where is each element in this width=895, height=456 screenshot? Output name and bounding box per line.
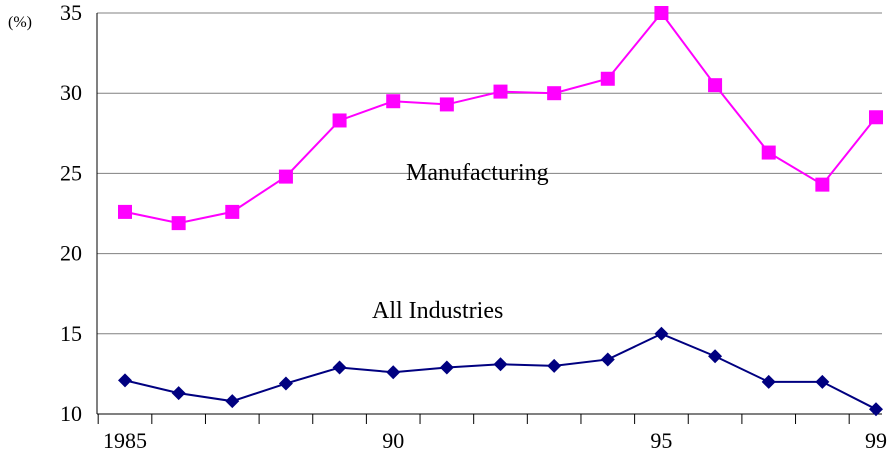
data-point-manufacturing (547, 86, 562, 101)
series-label-all-industries: All Industries (372, 298, 503, 324)
x-tick-label: 1985 (103, 428, 147, 453)
data-point-all-industries (869, 402, 883, 417)
data-point-manufacturing (439, 97, 454, 112)
data-point-all-industries (547, 358, 562, 373)
data-point-all-industries (815, 374, 830, 389)
x-tick-label: 99 (865, 428, 887, 453)
y-tick-label: 20 (60, 241, 82, 266)
y-tick-label: 35 (60, 0, 82, 25)
data-point-manufacturing (761, 145, 776, 160)
data-point-all-industries (761, 374, 776, 389)
y-tick-label: 15 (60, 321, 82, 346)
gridlines (97, 12, 882, 415)
data-point-all-industries (386, 365, 401, 380)
x-tick-label: 90 (382, 428, 404, 453)
y-axis-ticks: 10 15 20 25 30 35 (60, 0, 82, 426)
data-point-all-industries (278, 376, 293, 391)
data-point-all-industries (118, 373, 132, 388)
data-point-manufacturing (600, 71, 615, 86)
data-point-manufacturing (278, 169, 293, 184)
y-tick-label: 25 (60, 160, 82, 185)
series-line-all-industries (124, 332, 877, 411)
series-line-manufacturing (124, 11, 877, 225)
data-point-manufacturing (225, 204, 240, 219)
data-point-manufacturing (493, 84, 508, 99)
axes (96, 13, 882, 415)
data-point-manufacturing (654, 6, 669, 20)
data-point-all-industries (171, 386, 186, 401)
data-point-all-industries (708, 349, 723, 364)
y-unit-label: (%) (8, 14, 32, 31)
data-point-all-industries (493, 357, 508, 372)
data-point-manufacturing (708, 78, 723, 93)
data-point-manufacturing (386, 94, 401, 109)
data-point-manufacturing (118, 204, 132, 219)
data-point-all-industries (654, 326, 669, 341)
series-label-manufacturing: Manufacturing (406, 160, 549, 186)
y-tick-label: 10 (60, 401, 82, 426)
data-point-manufacturing (869, 110, 883, 125)
data-point-all-industries (439, 360, 454, 375)
data-point-all-industries (225, 394, 240, 409)
series-markers (118, 6, 883, 417)
x-axis-ticks: 1985 90 95 99 (97, 414, 887, 453)
data-point-all-industries (332, 360, 347, 375)
x-tick-label: 95 (650, 428, 672, 453)
y-tick-label: 30 (60, 80, 82, 105)
data-point-manufacturing (332, 113, 347, 128)
data-point-manufacturing (171, 216, 186, 231)
data-point-all-industries (600, 352, 615, 367)
data-point-manufacturing (815, 177, 830, 192)
